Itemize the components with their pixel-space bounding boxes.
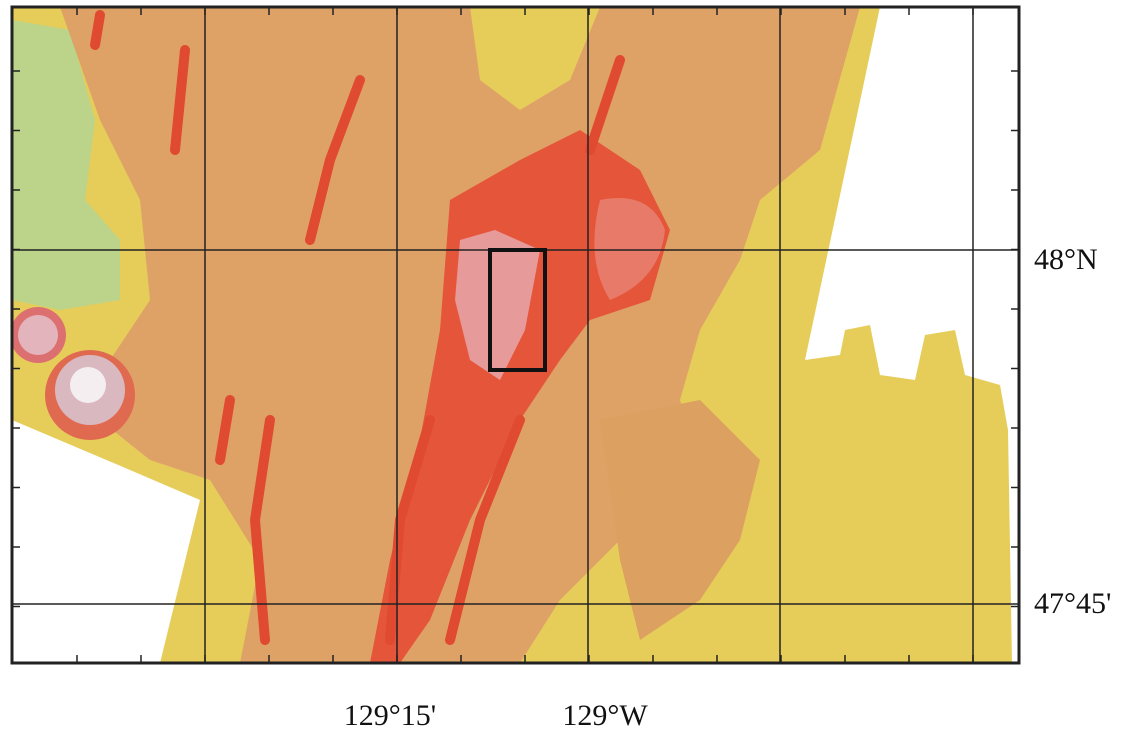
lineation [95, 15, 100, 45]
seamount-peak [70, 367, 106, 403]
seamount-summit [18, 315, 58, 355]
longitude-label: 129°W [562, 699, 648, 732]
map-surface [10, 7, 1019, 663]
bathymetry-map: 48°N 47°45' 129°15' 129°W [0, 0, 1132, 738]
latitude-label: 47°45' [1034, 587, 1111, 620]
latitude-label: 48°N [1034, 243, 1098, 276]
longitude-label: 129°15' [344, 699, 436, 732]
